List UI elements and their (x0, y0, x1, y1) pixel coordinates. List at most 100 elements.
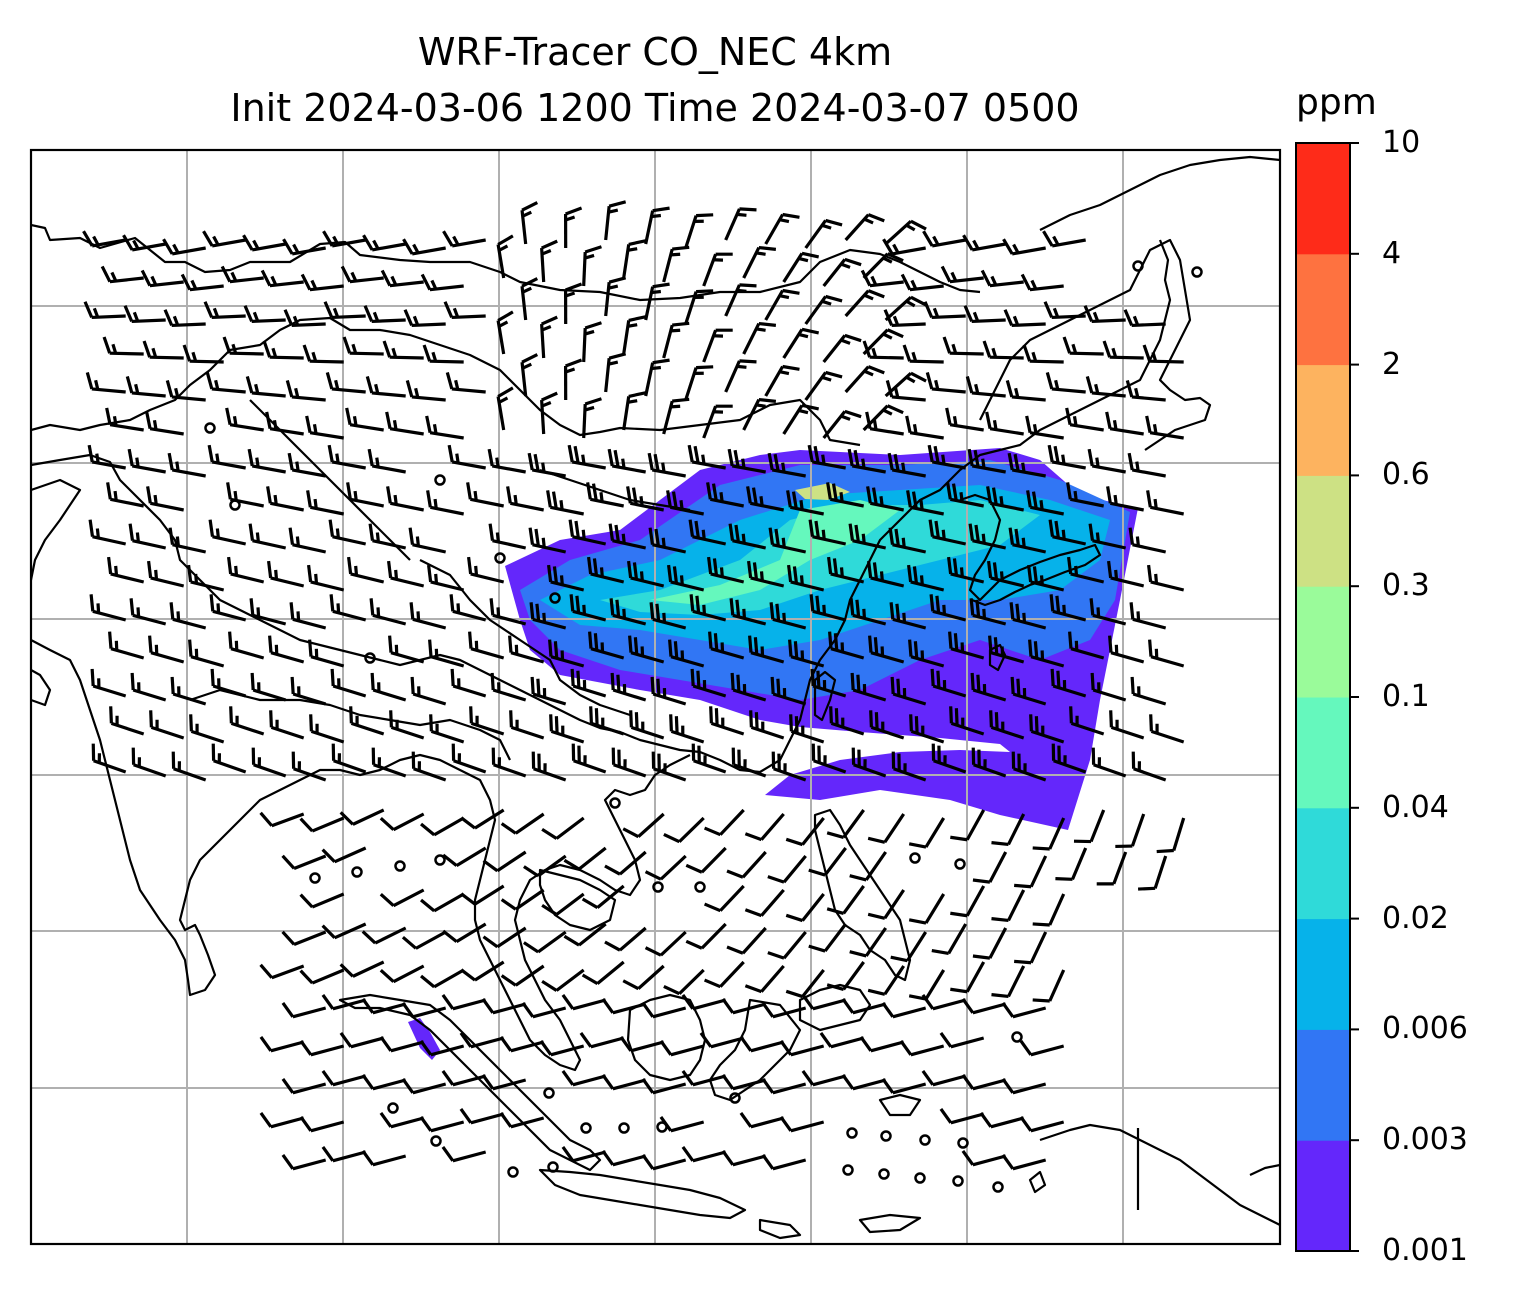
wind-barb (125, 376, 166, 398)
wind-barb (227, 556, 265, 584)
wind-barb (991, 813, 1026, 846)
wind-barb (1105, 411, 1144, 436)
wind-barb (208, 519, 247, 546)
calm-circle (549, 592, 561, 604)
wind-barb (146, 486, 184, 512)
wind-barb (321, 922, 367, 940)
wind-barb (844, 213, 885, 242)
wind-barb (259, 1035, 305, 1053)
wind-barb (699, 1031, 745, 1049)
wind-barb (662, 397, 690, 435)
wind-barb (826, 961, 865, 991)
wind-barb (225, 407, 264, 432)
wind-barb (849, 927, 887, 958)
wind-barb (443, 301, 486, 320)
wind-barb (281, 1153, 327, 1171)
wind-barb (411, 751, 447, 782)
wind-barb (622, 239, 646, 279)
wind-barb (986, 486, 1024, 512)
wind-barb (867, 889, 906, 920)
wind-barb (285, 380, 326, 402)
calm-circle (618, 1122, 630, 1134)
calm-circle (309, 872, 321, 884)
wind-barb (721, 1073, 767, 1091)
wind-barb (703, 808, 745, 837)
wind-barb (601, 997, 647, 1015)
wind-barb (950, 809, 986, 842)
wind-barb (259, 811, 305, 828)
wind-barb (882, 238, 926, 256)
wind-barb (481, 997, 527, 1015)
wind-barb (761, 1153, 807, 1171)
wind-barb (1125, 380, 1166, 402)
calm-circle (364, 652, 376, 664)
wind-barb (321, 1069, 367, 1087)
wind-barb (727, 448, 766, 474)
wind-barb (347, 556, 385, 584)
wind-barb (771, 751, 807, 782)
wind-barb (1128, 527, 1167, 554)
wind-barb (340, 265, 384, 284)
calm-circle (1011, 1031, 1023, 1043)
wind-barb (691, 743, 727, 774)
wind-barb (307, 564, 345, 592)
wind-barb (140, 269, 184, 288)
wind-barb (145, 411, 184, 436)
wind-barb (89, 594, 127, 622)
wind-barb (488, 523, 527, 550)
wind-barb (1142, 344, 1184, 364)
wind-barb (127, 448, 166, 474)
wind-barb (589, 706, 625, 736)
wind-barb (881, 1001, 927, 1019)
wind-barb (1011, 751, 1047, 782)
wind-barb (222, 336, 264, 356)
wind-barb (822, 333, 862, 363)
calm-circle (434, 474, 446, 486)
wind-barb (811, 743, 847, 774)
wind-barb (1047, 444, 1086, 470)
wind-barb (379, 1111, 425, 1129)
wind-barb (742, 397, 777, 431)
wind-barb (969, 598, 1007, 626)
colorbar-tick-label: 0.02 (1382, 900, 1449, 936)
wind-barb (207, 444, 246, 470)
wind-barb (962, 234, 1006, 252)
wind-barb (147, 560, 185, 588)
wind-barb (685, 922, 727, 950)
wind-barb (369, 598, 407, 626)
wind-barb (748, 635, 785, 664)
wind-barb (427, 564, 465, 592)
wind-barb (163, 309, 206, 328)
wind-barb (971, 747, 1007, 778)
colorbar-segment (1296, 364, 1350, 476)
colorbar-segment (1296, 697, 1350, 809)
wind-barb (259, 1111, 305, 1129)
wind-barb (1147, 564, 1185, 592)
wind-barb (380, 269, 424, 288)
wind-barb (828, 631, 865, 660)
wind-barb (922, 230, 966, 248)
wind-barb (419, 1115, 465, 1133)
calm-circle (909, 852, 921, 864)
wind-barb (947, 556, 985, 584)
wind-barb (729, 598, 767, 626)
colorbar-tick-label: 2 (1382, 346, 1402, 382)
wind-barb (188, 639, 225, 668)
wind-barb (972, 927, 1008, 960)
wind-barb (731, 747, 767, 778)
wind-barb (1008, 527, 1047, 554)
wind-barb (744, 812, 785, 842)
calm-circle (729, 1092, 741, 1104)
wind-barb (939, 1107, 985, 1125)
wind-barb (726, 850, 767, 879)
wind-barb (622, 315, 646, 355)
wind-barb (541, 816, 585, 840)
chart-title-line1: WRF-Tracer CO_NEC 4km (417, 30, 893, 74)
wind-barb (569, 594, 607, 622)
wind-barb (205, 372, 246, 394)
wind-barb (361, 1149, 407, 1167)
wind-barb (469, 706, 505, 736)
wind-barb (667, 564, 705, 592)
wind-barb (291, 751, 327, 782)
wind-barb (259, 963, 305, 980)
